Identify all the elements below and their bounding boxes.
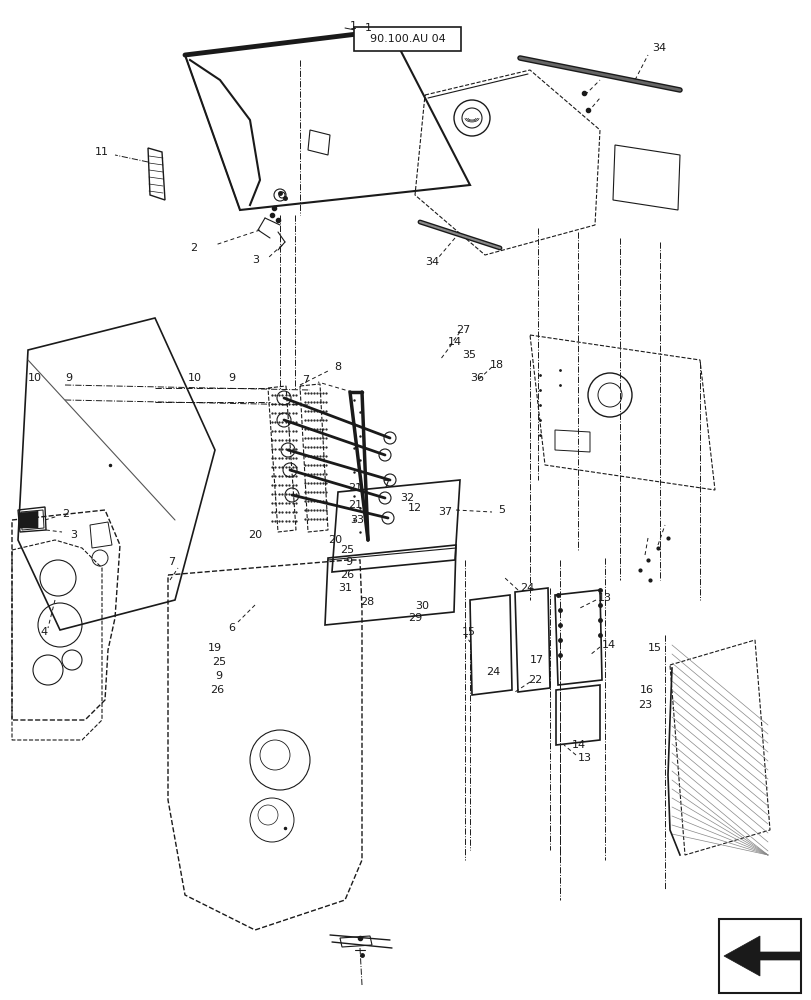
Text: 8: 8 [333, 362, 341, 372]
Text: 18: 18 [489, 360, 504, 370]
Text: 23: 23 [637, 700, 651, 710]
Text: 29: 29 [407, 613, 422, 623]
Text: 7: 7 [381, 480, 388, 490]
Text: 7: 7 [168, 557, 175, 567]
FancyBboxPatch shape [354, 27, 461, 51]
Text: 16: 16 [639, 685, 653, 695]
Text: 21: 21 [348, 500, 362, 510]
Text: 4: 4 [40, 627, 47, 637]
Text: 35: 35 [461, 350, 475, 360]
Text: 15: 15 [461, 627, 475, 637]
Polygon shape [20, 511, 38, 528]
Text: 30: 30 [414, 601, 428, 611]
Text: 25: 25 [340, 545, 354, 555]
Text: 7: 7 [302, 375, 309, 385]
Text: 13: 13 [577, 753, 591, 763]
Polygon shape [723, 936, 799, 976]
Text: 20: 20 [328, 535, 341, 545]
Text: 2: 2 [62, 509, 69, 519]
Text: 32: 32 [400, 493, 414, 503]
Text: 37: 37 [437, 507, 452, 517]
Text: 1: 1 [365, 23, 371, 33]
Text: 9: 9 [65, 373, 72, 383]
Text: 34: 34 [651, 43, 665, 53]
Text: 33: 33 [350, 515, 363, 525]
Text: 3: 3 [251, 255, 259, 265]
Text: 28: 28 [359, 597, 374, 607]
Text: 9: 9 [228, 373, 235, 383]
Text: 10: 10 [188, 373, 202, 383]
Text: 24: 24 [486, 667, 500, 677]
Text: 10: 10 [28, 373, 42, 383]
Text: 9: 9 [215, 671, 222, 681]
Text: 27: 27 [456, 325, 470, 335]
Text: 21: 21 [348, 483, 362, 493]
Text: 15: 15 [647, 643, 661, 653]
Text: 26: 26 [210, 685, 224, 695]
Text: 9: 9 [345, 557, 352, 567]
Text: 6: 6 [228, 623, 234, 633]
Text: 1: 1 [350, 21, 357, 31]
Text: 3: 3 [70, 530, 77, 540]
Text: 12: 12 [407, 503, 422, 513]
Text: 22: 22 [527, 675, 542, 685]
Text: 14: 14 [571, 740, 586, 750]
Text: 2: 2 [190, 243, 197, 253]
Text: 13: 13 [597, 593, 611, 603]
Text: 11: 11 [95, 147, 109, 157]
Text: 17: 17 [530, 655, 543, 665]
Text: 19: 19 [208, 643, 222, 653]
FancyBboxPatch shape [718, 919, 800, 993]
Text: 31: 31 [337, 583, 351, 593]
Text: 5: 5 [497, 505, 504, 515]
Text: 20: 20 [247, 530, 262, 540]
Text: 24: 24 [519, 583, 534, 593]
Text: 90.100.AU 04: 90.100.AU 04 [370, 34, 445, 44]
Text: 14: 14 [448, 337, 461, 347]
Text: 25: 25 [212, 657, 225, 667]
Text: 34: 34 [424, 257, 439, 267]
Text: 26: 26 [340, 570, 354, 580]
Text: 36: 36 [470, 373, 483, 383]
Text: 14: 14 [601, 640, 616, 650]
